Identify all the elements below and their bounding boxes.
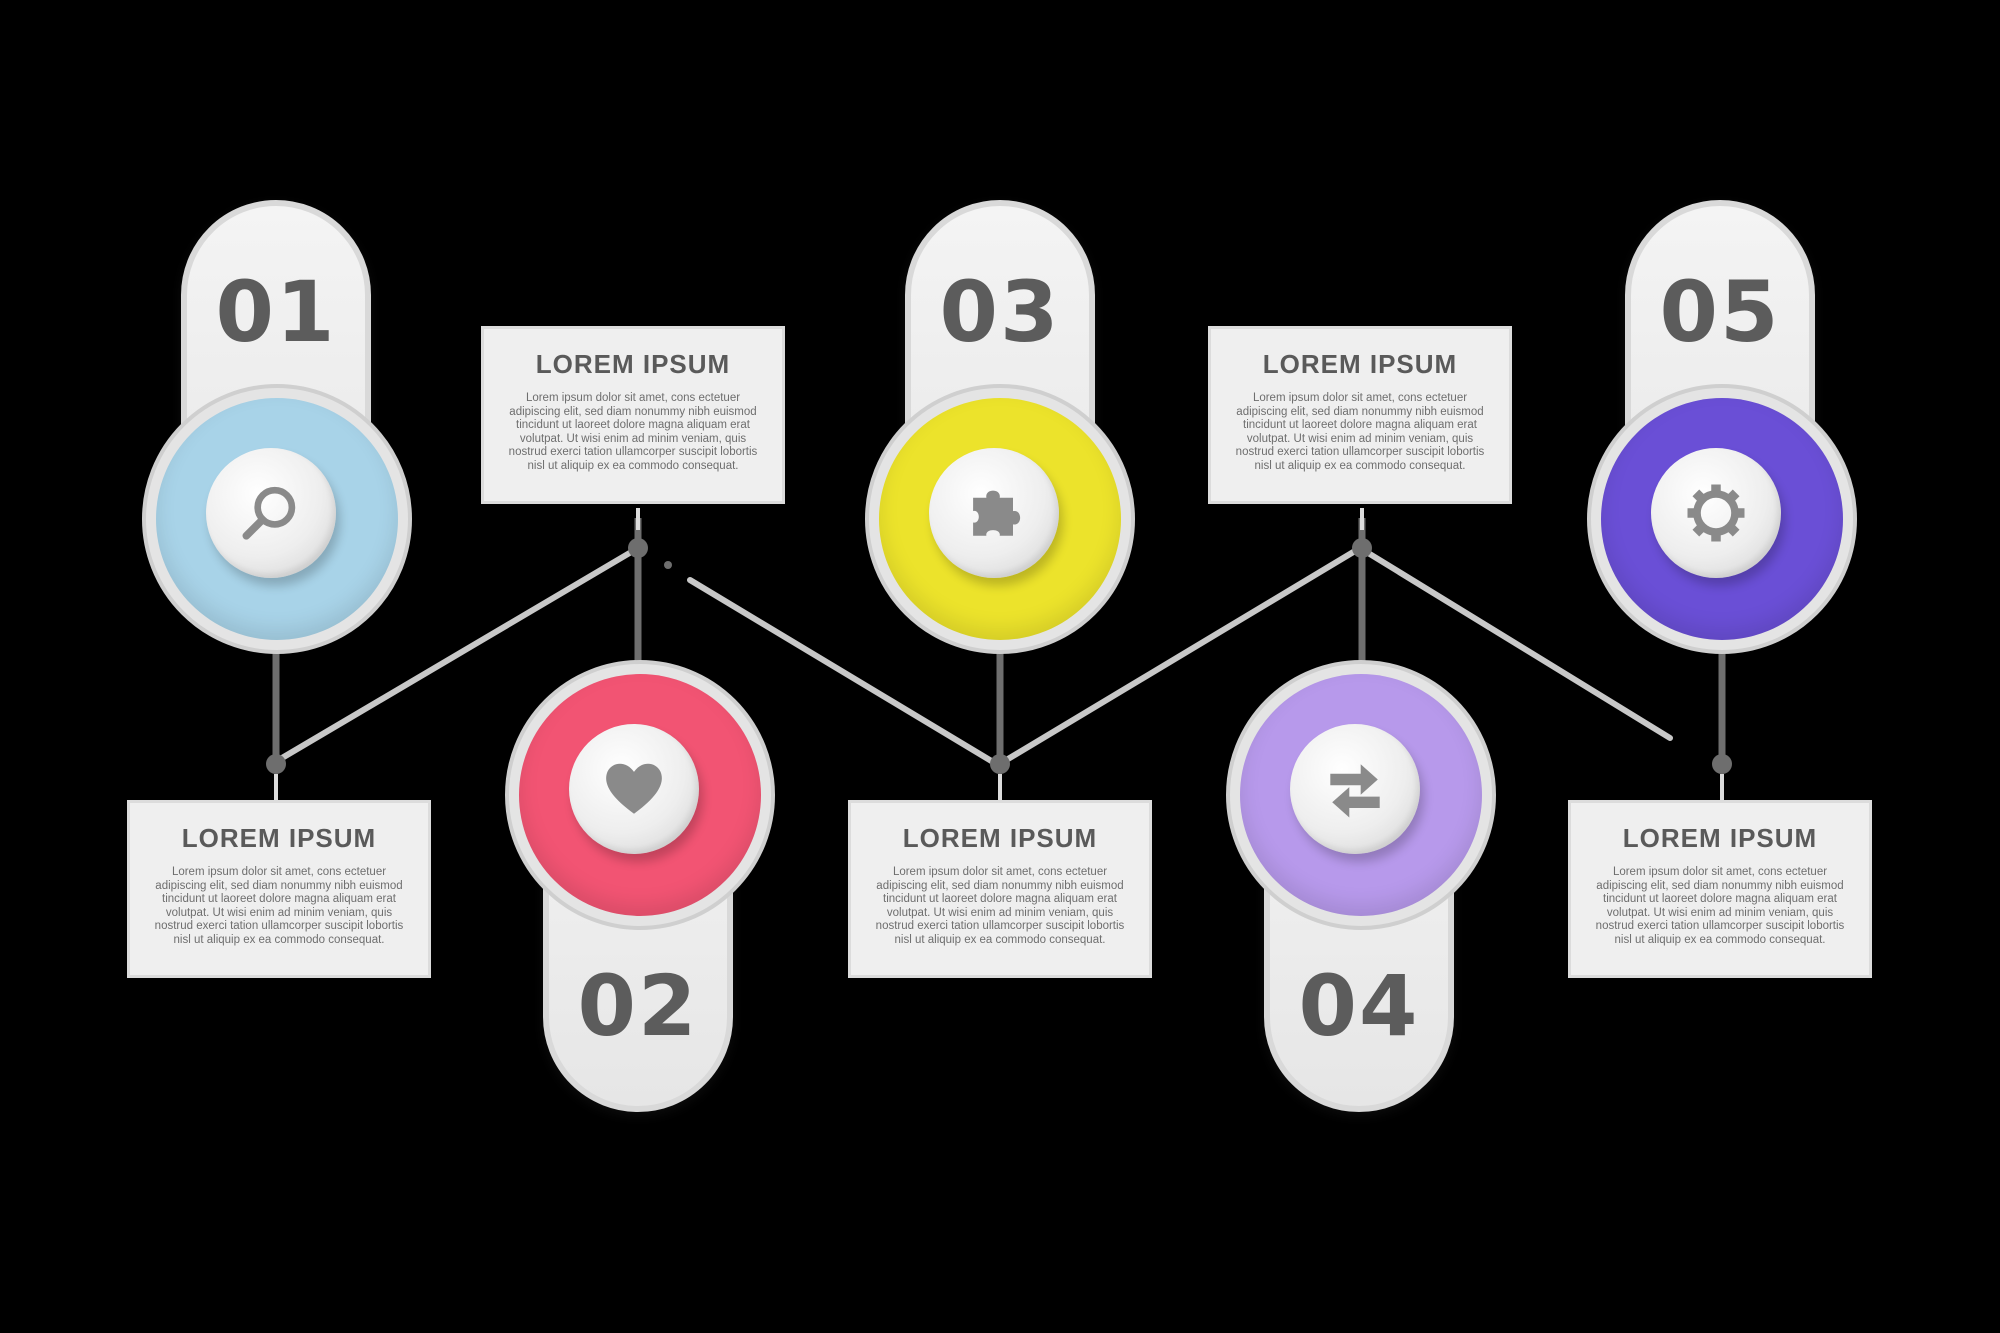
step-02-body: Lorem ipsum dolor sit amet, cons ectetue… [508,392,758,472]
step-03-circle [865,384,1135,654]
step-05-number: 05 [1659,263,1781,361]
swap-arrows-icon [1290,724,1420,854]
connector-node [266,754,286,774]
step-04-number: 04 [1298,957,1420,1055]
connector-line [279,545,641,761]
step-02-number: 02 [577,957,699,1055]
connector-line [687,577,1001,768]
connector-line [995,545,1363,768]
connector-node [1352,538,1372,558]
connector-node [1712,754,1732,774]
step-04-body: Lorem ipsum dolor sit amet, cons ectetue… [1235,392,1485,472]
step-02-circle [505,660,775,930]
step-05-circle [1587,384,1857,654]
step-02-textbox: LOREM IPSUM Lorem ipsum dolor sit amet, … [481,326,785,504]
step-01-number: 01 [215,263,337,361]
step-01-title: LOREM IPSUM [181,823,377,853]
step-01-circle [142,384,412,654]
puzzle-icon [929,448,1059,578]
step-03-number: 03 [939,263,1061,361]
step-04-circle [1226,660,1496,930]
step-03-title: LOREM IPSUM [902,823,1098,853]
step-04-textbox: LOREM IPSUM Lorem ipsum dolor sit amet, … [1208,326,1512,504]
search-icon [206,448,336,578]
connector-line [1357,545,1673,741]
heart-icon [569,724,699,854]
connector-node [664,561,672,569]
step-05-body: Lorem ipsum dolor sit amet, cons ectetue… [1595,866,1845,946]
step-05-title: LOREM IPSUM [1622,823,1818,853]
step-04-title: LOREM IPSUM [1262,349,1458,379]
step-03-textbox: LOREM IPSUM Lorem ipsum dolor sit amet, … [848,800,1152,978]
step-01-body: Lorem ipsum dolor sit amet, cons ectetue… [154,866,404,946]
step-01-textbox: LOREM IPSUM Lorem ipsum dolor sit amet, … [127,800,431,978]
step-05-textbox: LOREM IPSUM Lorem ipsum dolor sit amet, … [1568,800,1872,978]
connector-node [628,538,648,558]
step-02-title: LOREM IPSUM [535,349,731,379]
gear-icon [1651,448,1781,578]
connector-node [990,754,1010,774]
step-03-body: Lorem ipsum dolor sit amet, cons ectetue… [875,866,1125,946]
